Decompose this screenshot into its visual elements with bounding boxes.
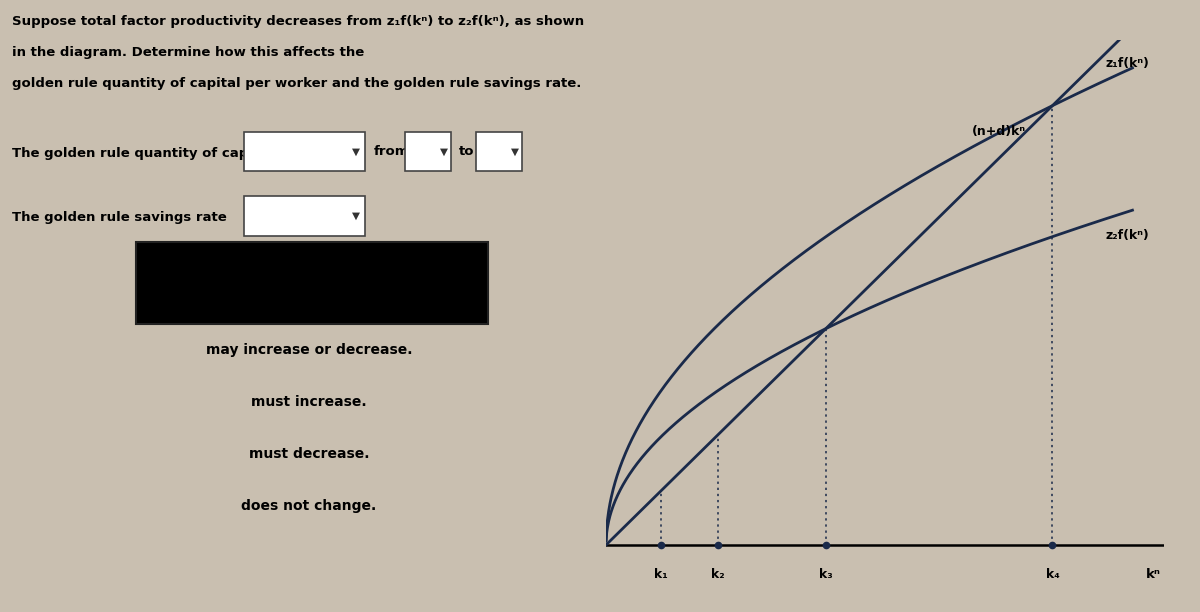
- Text: Suppose total factor productivity decreases from z₁f(kⁿ) to z₂f(kⁿ), as shown: Suppose total factor productivity decrea…: [12, 15, 584, 28]
- Text: golden rule quantity of capital per worker and the golden rule savings rate.: golden rule quantity of capital per work…: [12, 76, 582, 89]
- Text: must increase.: must increase.: [251, 395, 367, 409]
- Text: from: from: [374, 145, 409, 158]
- Text: to: to: [458, 145, 474, 158]
- Text: k₄: k₄: [1045, 568, 1060, 581]
- Text: may increase or decrease.: may increase or decrease.: [205, 343, 413, 357]
- Text: z₂f(kⁿ): z₂f(kⁿ): [1106, 229, 1150, 242]
- Text: must decrease.: must decrease.: [248, 447, 370, 461]
- Text: k₂: k₂: [710, 568, 725, 581]
- Text: ▼: ▼: [352, 146, 360, 157]
- Text: k₁: k₁: [654, 568, 668, 581]
- FancyBboxPatch shape: [476, 132, 522, 171]
- Text: k₃: k₃: [818, 568, 833, 581]
- FancyBboxPatch shape: [404, 132, 451, 171]
- Text: ▼: ▼: [511, 146, 518, 157]
- FancyBboxPatch shape: [244, 132, 365, 171]
- FancyBboxPatch shape: [244, 196, 365, 236]
- Text: z₁f(kⁿ): z₁f(kⁿ): [1106, 57, 1150, 70]
- Text: ▼: ▼: [439, 146, 448, 157]
- Text: The golden rule savings rate: The golden rule savings rate: [12, 211, 227, 224]
- Text: ▼: ▼: [352, 211, 360, 221]
- Text: in the diagram. Determine how this affects the: in the diagram. Determine how this affec…: [12, 46, 365, 59]
- Text: does not change.: does not change.: [241, 499, 377, 513]
- FancyBboxPatch shape: [136, 242, 488, 324]
- Text: kⁿ: kⁿ: [1146, 568, 1160, 581]
- Text: The golden rule quantity of capital per worker: The golden rule quantity of capital per …: [12, 147, 360, 160]
- Text: (n+d)kⁿ: (n+d)kⁿ: [972, 125, 1026, 138]
